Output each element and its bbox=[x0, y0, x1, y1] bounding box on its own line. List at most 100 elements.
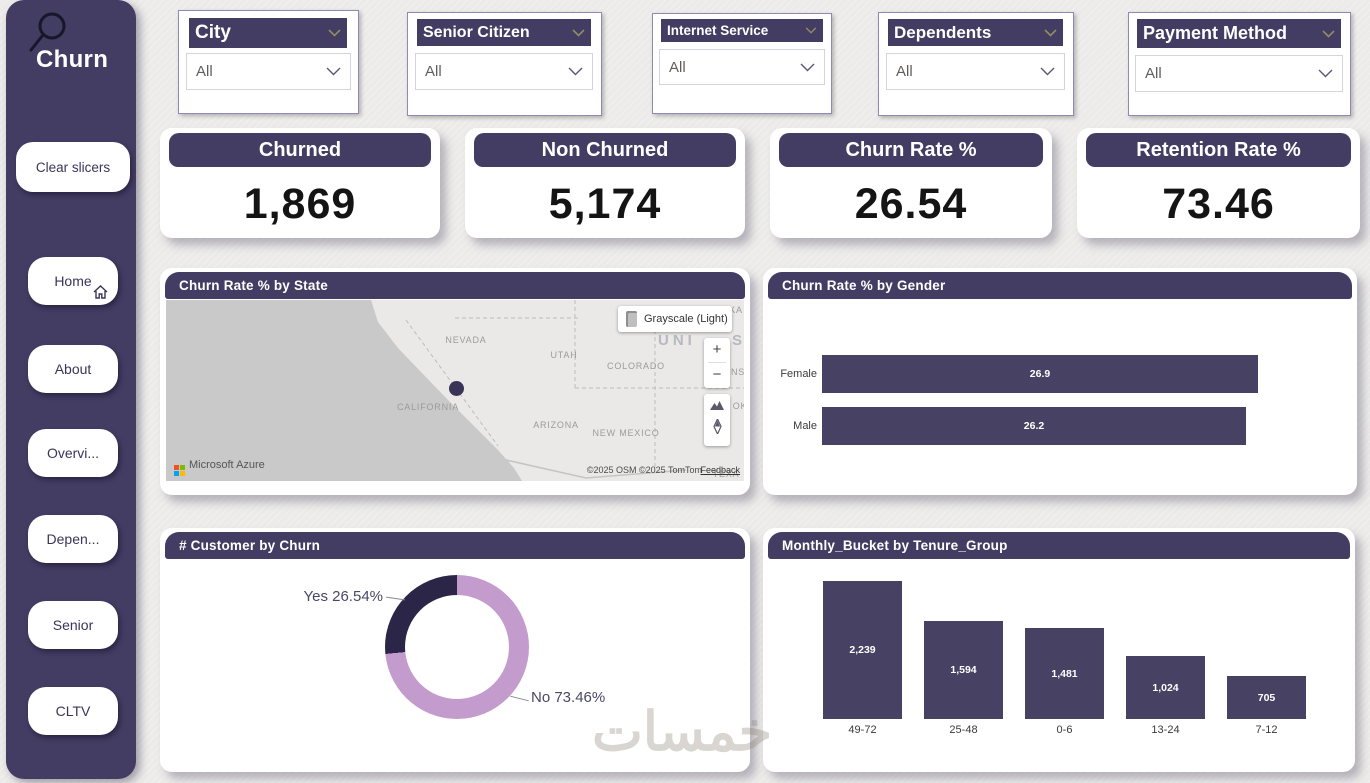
sidebar-item-dependents[interactable]: Depen... bbox=[28, 515, 118, 563]
clear-slicers-button[interactable]: Clear slicers bbox=[16, 142, 130, 192]
bar-value-label: 1,481 bbox=[1051, 667, 1078, 680]
map-label-california: CALIFORNIA bbox=[396, 402, 460, 412]
map-label-s-partial: S bbox=[732, 332, 744, 349]
visual-customer-by-churn: # Customer by Churn Yes 26.54% No 73.46% bbox=[160, 528, 750, 772]
kpi-card-churned: Churned 1,869 bbox=[160, 128, 440, 238]
slicer-senior-citizen-header[interactable]: Senior Citizen bbox=[416, 18, 592, 47]
slicer-title: Dependents bbox=[894, 22, 992, 42]
chevron-down-icon bbox=[328, 29, 341, 37]
axis-label: 7-12 bbox=[1255, 724, 1278, 736]
axis-label-female: Female bbox=[780, 368, 817, 380]
column-0-6[interactable]: 1,481 bbox=[1025, 628, 1104, 719]
slicer-dependents-header[interactable]: Dependents bbox=[887, 18, 1064, 47]
nav-label: Senior bbox=[52, 617, 94, 633]
bar-value-label: 705 bbox=[1257, 691, 1276, 704]
slicer-value: All bbox=[196, 63, 213, 80]
chevron-down-icon bbox=[1044, 28, 1057, 37]
map-label-texas-partial: TEXA bbox=[712, 469, 740, 479]
sidebar-item-senior[interactable]: Senior bbox=[28, 601, 118, 649]
chevron-down-icon bbox=[800, 63, 815, 71]
map-data-point-california[interactable] bbox=[449, 381, 464, 396]
kpi-card-retention-rate: Retention Rate % 73.46 bbox=[1077, 128, 1360, 238]
axis-label: 0-6 bbox=[1056, 724, 1073, 736]
zoom-out-button[interactable]: − bbox=[712, 366, 722, 383]
map-label-nevada: NEVADA bbox=[445, 335, 487, 345]
visual-churn-by-gender: Churn Rate % by Gender Female 26.9 Male … bbox=[763, 268, 1357, 495]
bar-value-label: 1,024 bbox=[1152, 681, 1179, 694]
map-label-arizona: ARIZONA bbox=[533, 420, 579, 430]
search-icon bbox=[29, 12, 66, 52]
slicer-title: Senior Citizen bbox=[423, 23, 530, 41]
slicer-city-header[interactable]: City bbox=[188, 17, 348, 49]
slicer-internet-service-dropdown[interactable]: All bbox=[659, 49, 825, 85]
map-style-button[interactable]: Grayscale (Light) bbox=[618, 306, 732, 332]
sidebar-item-cltv[interactable]: CLTV bbox=[28, 687, 118, 735]
sidebar: Churn Clear slicers Home About Overvi...… bbox=[6, 0, 136, 779]
map-style-thumbnail-icon bbox=[626, 311, 637, 327]
sidebar-item-about[interactable]: About bbox=[28, 345, 118, 393]
slicer-city-dropdown[interactable]: All bbox=[186, 53, 351, 90]
nav-label: About bbox=[54, 361, 92, 377]
map-copyright: ©2025 OSM ©2025 TomTom bbox=[586, 465, 702, 475]
slicer-dependents-dropdown[interactable]: All bbox=[886, 53, 1065, 90]
axis-label: 13-24 bbox=[1151, 724, 1180, 736]
slicer-title: Payment Method bbox=[1143, 23, 1288, 43]
kpi-card-churn-rate: Churn Rate % 26.54 bbox=[770, 128, 1052, 238]
kpi-card-non-churned: Non Churned 5,174 bbox=[465, 128, 745, 238]
kpi-value: 5,174 bbox=[548, 180, 662, 228]
sidebar-item-overview[interactable]: Overvi... bbox=[28, 429, 118, 477]
bar-female[interactable]: 26.9 bbox=[822, 355, 1258, 393]
slicer-senior-citizen-dropdown[interactable]: All bbox=[415, 53, 593, 90]
map-feedback-link[interactable]: Feedback bbox=[700, 465, 740, 475]
map-label-united-states-partial: UNI bbox=[658, 332, 696, 349]
map-label-utah: UTAH bbox=[550, 350, 578, 360]
slicer-payment-method-dropdown[interactable]: All bbox=[1135, 55, 1343, 92]
bar-value-label: 2,239 bbox=[849, 644, 876, 656]
slicer-internet-service-header[interactable]: Internet Service bbox=[660, 18, 824, 43]
slicer-city: City All bbox=[178, 10, 359, 114]
slicer-value: All bbox=[896, 63, 913, 80]
compass-icon bbox=[712, 417, 722, 436]
column-7-12[interactable]: 705 bbox=[1227, 676, 1306, 719]
map-canvas[interactable]: NEVADA UTAH COLORADO CALIFORNIA ARIZONA … bbox=[166, 300, 744, 481]
bar-male[interactable]: 26.2 bbox=[822, 407, 1246, 445]
app-title: Churn bbox=[36, 46, 109, 73]
column-49-72[interactable]: 2,239 bbox=[823, 581, 902, 719]
bar-value-label: 26.9 bbox=[1029, 368, 1051, 380]
kpi-value: 26.54 bbox=[854, 180, 968, 228]
kpi-value: 1,869 bbox=[243, 180, 357, 228]
chevron-down-icon bbox=[572, 28, 585, 37]
compass-button[interactable] bbox=[704, 417, 730, 442]
column-13-24[interactable]: 1,024 bbox=[1126, 656, 1205, 719]
zoom-in-button[interactable]: + bbox=[712, 341, 722, 358]
column-25-48[interactable]: 1,594 bbox=[924, 621, 1003, 719]
bar-value-label: 1,594 bbox=[950, 664, 977, 676]
visual-monthly-bucket-by-tenure: Monthly_Bucket by Tenure_Group 2,239 1,5… bbox=[763, 528, 1355, 772]
nav-label: Depen... bbox=[46, 531, 100, 547]
watermark: خمسات bbox=[592, 702, 773, 762]
axis-label-male: Male bbox=[793, 420, 817, 432]
sidebar-item-home[interactable]: Home bbox=[28, 257, 118, 305]
chevron-down-icon bbox=[1040, 67, 1055, 76]
visual-title: Monthly_Bucket by Tenure_Group bbox=[768, 532, 1350, 559]
visual-title: # Customer by Churn bbox=[165, 532, 745, 559]
map-zoom-control: + − bbox=[704, 338, 730, 388]
visual-title: Churn Rate % by Gender bbox=[768, 272, 1352, 299]
kpi-title: Non Churned bbox=[474, 133, 736, 167]
slicer-senior-citizen: Senior Citizen All bbox=[407, 12, 602, 116]
tilt-button[interactable] bbox=[704, 394, 730, 418]
chevron-down-icon bbox=[1318, 69, 1333, 78]
microsoft-logo-icon bbox=[174, 465, 185, 476]
home-icon bbox=[93, 285, 108, 299]
azure-attribution: Microsoft Azure bbox=[174, 459, 265, 476]
divider bbox=[708, 362, 726, 363]
slicer-payment-method-header[interactable]: Payment Method bbox=[1136, 18, 1342, 49]
visual-title: Churn Rate % by State bbox=[165, 272, 745, 299]
map-view-control bbox=[704, 394, 730, 446]
clear-slicers-label: Clear slicers bbox=[35, 159, 111, 175]
slicer-value: All bbox=[669, 58, 686, 76]
slicer-dependents: Dependents All bbox=[878, 12, 1074, 116]
axis-label: 49-72 bbox=[848, 724, 877, 736]
chevron-down-icon bbox=[805, 27, 817, 34]
slicer-title: Internet Service bbox=[667, 23, 769, 38]
